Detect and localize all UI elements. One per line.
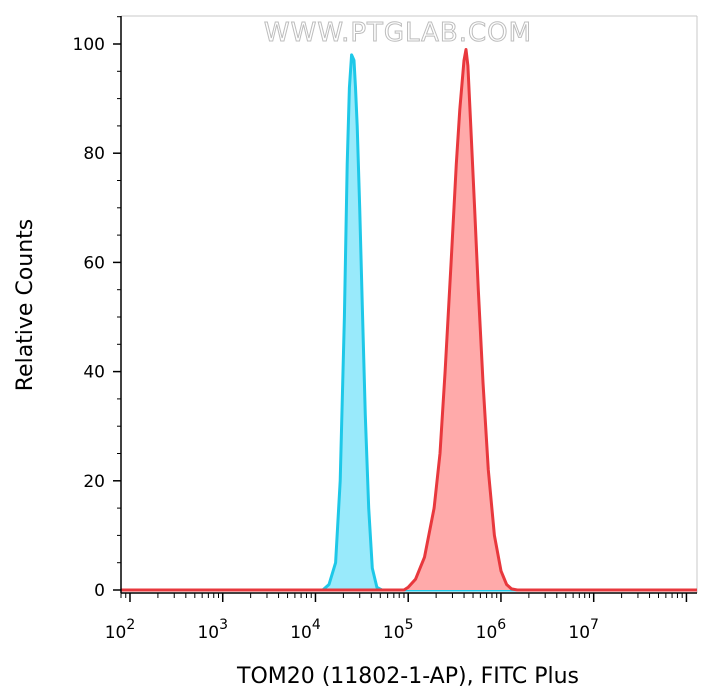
series-2-line (121, 48, 697, 592)
y-tick-label: 100 (73, 35, 105, 55)
x-ticks: 102 103 104 105 106 107 (105, 593, 688, 643)
x-tick-label: 104 (290, 617, 321, 643)
axes-layer (120, 16, 697, 594)
plot-frame (121, 15, 698, 593)
series-2-area (121, 49, 697, 590)
x-axis-title: TOM20 (11802-1-AP), FITC Plus (236, 664, 579, 689)
chart-watermark: WWW.PTGLAB.COM (264, 18, 532, 48)
x-tick-label: 105 (383, 617, 414, 643)
y-tick-label: 80 (83, 144, 105, 164)
y-tick-label: 0 (94, 581, 105, 601)
x-tick-label: 106 (476, 617, 507, 643)
y-tick-label: 40 (83, 363, 105, 383)
y-tick-label: 60 (83, 253, 105, 273)
y-axis-title: Relative Counts (13, 219, 38, 392)
y-ticks: 0 20 40 60 80 100 (73, 16, 121, 601)
series-1-line (121, 53, 697, 592)
x-tick-label: 102 (105, 617, 136, 643)
x-tick-label: 103 (197, 617, 228, 643)
y-tick-label: 20 (83, 472, 105, 492)
x-tick-label: 107 (568, 617, 599, 643)
series-layer (121, 48, 697, 592)
series-1-area (121, 54, 697, 590)
